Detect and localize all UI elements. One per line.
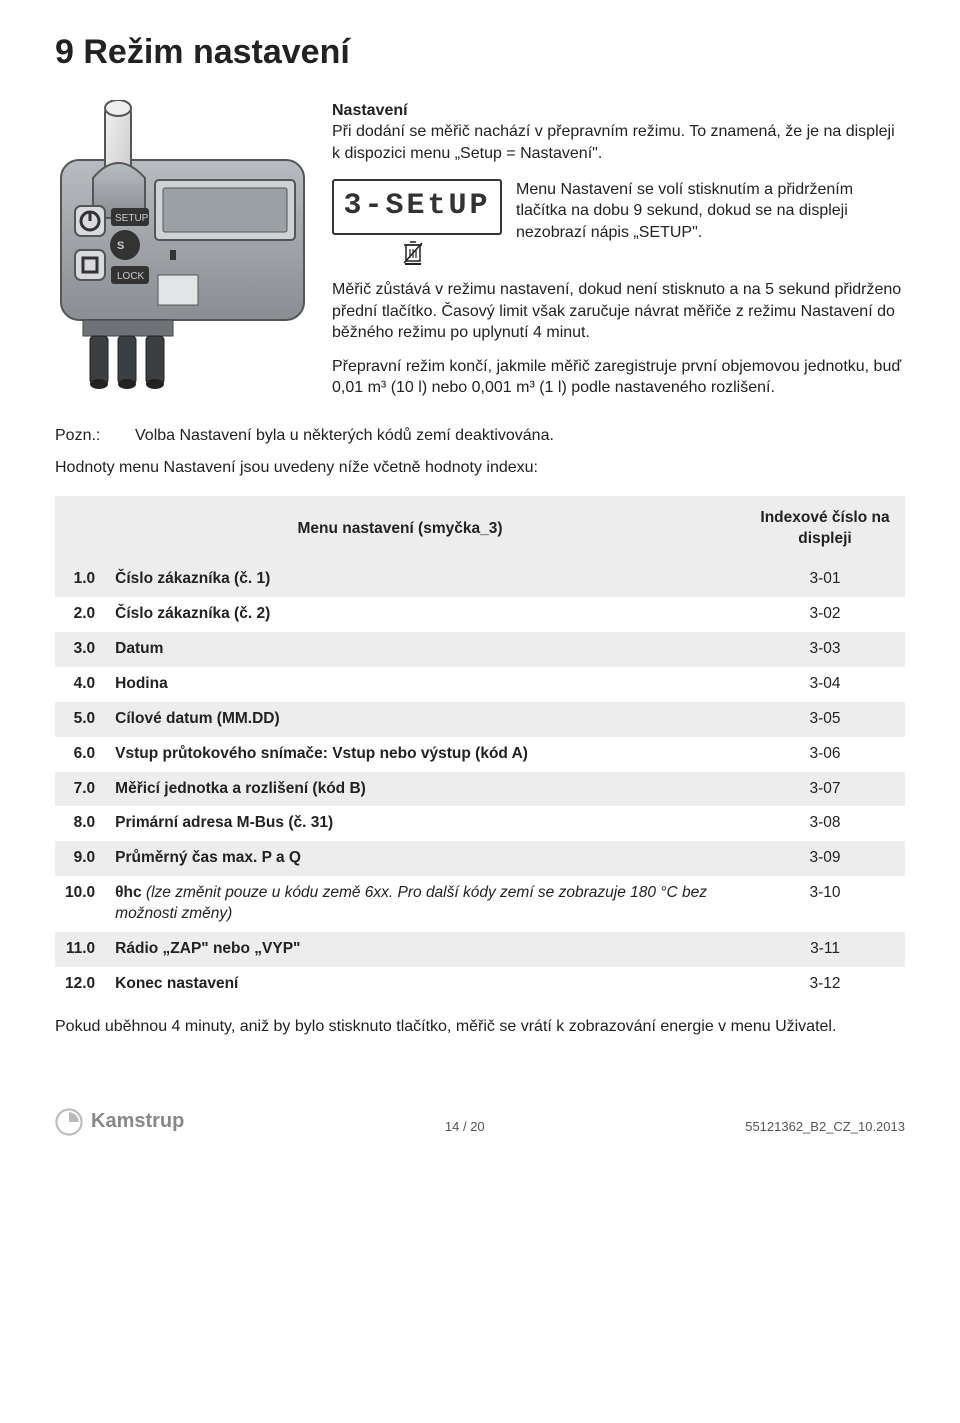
table-row: 7.0Měřicí jednotka a rozlišení (kód B)3-…	[55, 772, 905, 807]
row-number: 1.0	[55, 562, 105, 597]
table-row: 6.0Vstup průtokového snímače: Vstup nebo…	[55, 737, 905, 772]
table-row: 9.0Průměrný čas max. P a Q3-09	[55, 841, 905, 876]
brand-name: Kamstrup	[91, 1108, 184, 1135]
table-row: 5.0Cílové datum (MM.DD)3-05	[55, 702, 905, 737]
intro-title: Nastavení	[332, 100, 905, 122]
page-footer: Kamstrup 14 / 20 55121362_B2_CZ_10.2013	[55, 1108, 905, 1136]
row-label: Datum	[105, 632, 745, 667]
row-number: 7.0	[55, 772, 105, 807]
row-index: 3-09	[745, 841, 905, 876]
page-number: 14 / 20	[445, 1118, 485, 1136]
row-index: 3-05	[745, 702, 905, 737]
waste-bin-icon	[332, 241, 502, 271]
row-label: θhc (lze změnit pouze u kódu země 6xx. P…	[105, 876, 745, 932]
row-label: Číslo zákazníka (č. 1)	[105, 562, 745, 597]
row-number: 11.0	[55, 932, 105, 967]
row-label: Průměrný čas max. P a Q	[105, 841, 745, 876]
row-index: 3-12	[745, 967, 905, 1002]
svg-text:LOCK: LOCK	[117, 271, 145, 282]
brand-logo: Kamstrup	[55, 1108, 184, 1136]
row-number: 9.0	[55, 841, 105, 876]
intro-text: Nastavení Při dodání se měřič nachází v …	[332, 100, 905, 411]
row-index: 3-01	[745, 562, 905, 597]
table-row: 10.0θhc (lze změnit pouze u kódu země 6x…	[55, 876, 905, 932]
svg-text:SETUP: SETUP	[115, 213, 149, 224]
row-label: Rádio „ZAP" nebo „VYP"	[105, 932, 745, 967]
intro-p3: Měřič zůstává v režimu nastavení, dokud …	[332, 279, 905, 344]
row-index: 3-07	[745, 772, 905, 807]
row-label: Konec nastavení	[105, 967, 745, 1002]
row-index: 3-10	[745, 876, 905, 932]
row-label: Číslo zákazníka (č. 2)	[105, 597, 745, 632]
note-text: Volba Nastavení byla u některých kódů ze…	[135, 425, 554, 447]
after-note: Hodnoty menu Nastavení jsou uvedeny níže…	[55, 457, 905, 479]
row-label: Měřicí jednotka a rozlišení (kód B)	[105, 772, 745, 807]
row-number: 2.0	[55, 597, 105, 632]
row-index: 3-04	[745, 667, 905, 702]
note-row: Pozn.: Volba Nastavení byla u některých …	[55, 425, 905, 447]
intro-p4: Přepravní režim končí, jakmile měřič zar…	[332, 356, 905, 399]
doc-id: 55121362_B2_CZ_10.2013	[745, 1118, 905, 1136]
row-index: 3-06	[745, 737, 905, 772]
row-index: 3-08	[745, 806, 905, 841]
brand-mark-icon	[55, 1108, 83, 1136]
settings-menu-table: Menu nastavení (smyčka_3) Indexové číslo…	[55, 496, 905, 1002]
row-number: 4.0	[55, 667, 105, 702]
row-number: 10.0	[55, 876, 105, 932]
table-row: 3.0Datum3-03	[55, 632, 905, 667]
table-row: 8.0Primární adresa M-Bus (č. 31)3-08	[55, 806, 905, 841]
table-row: 11.0Rádio „ZAP" nebo „VYP"3-11	[55, 932, 905, 967]
row-index: 3-02	[745, 597, 905, 632]
post-table-text: Pokud uběhnou 4 minuty, aniž by bylo sti…	[55, 1016, 905, 1038]
row-number: 3.0	[55, 632, 105, 667]
svg-text:S: S	[117, 240, 124, 252]
col-header-index: Indexové číslo na displeji	[745, 496, 905, 562]
row-number: 5.0	[55, 702, 105, 737]
table-row: 2.0Číslo zákazníka (č. 2)3-02	[55, 597, 905, 632]
table-row: 12.0Konec nastavení3-12	[55, 967, 905, 1002]
row-label: Vstup průtokového snímače: Vstup nebo vý…	[105, 737, 745, 772]
row-label: Hodina	[105, 667, 745, 702]
intro-p2: Menu Nastavení se volí stisknutím a přid…	[516, 179, 905, 244]
page-heading: 9 Režim nastavení	[55, 30, 905, 76]
note-label: Pozn.:	[55, 425, 135, 447]
intro-p1: Při dodání se měřič nachází v přepravním…	[332, 121, 905, 164]
intro-section: SETUP S LOCK Nastavení Při dodání se měř…	[55, 100, 905, 411]
table-row: 4.0Hodina3-04	[55, 667, 905, 702]
row-number: 12.0	[55, 967, 105, 1002]
device-illustration: SETUP S LOCK	[55, 100, 310, 390]
row-label: Cílové datum (MM.DD)	[105, 702, 745, 737]
lcd-readout: 3-SEtUP	[332, 179, 502, 235]
row-index: 3-11	[745, 932, 905, 967]
table-row: 1.0Číslo zákazníka (č. 1)3-01	[55, 562, 905, 597]
row-number: 8.0	[55, 806, 105, 841]
col-header-menu: Menu nastavení (smyčka_3)	[55, 496, 745, 562]
row-index: 3-03	[745, 632, 905, 667]
row-label: Primární adresa M-Bus (č. 31)	[105, 806, 745, 841]
row-number: 6.0	[55, 737, 105, 772]
